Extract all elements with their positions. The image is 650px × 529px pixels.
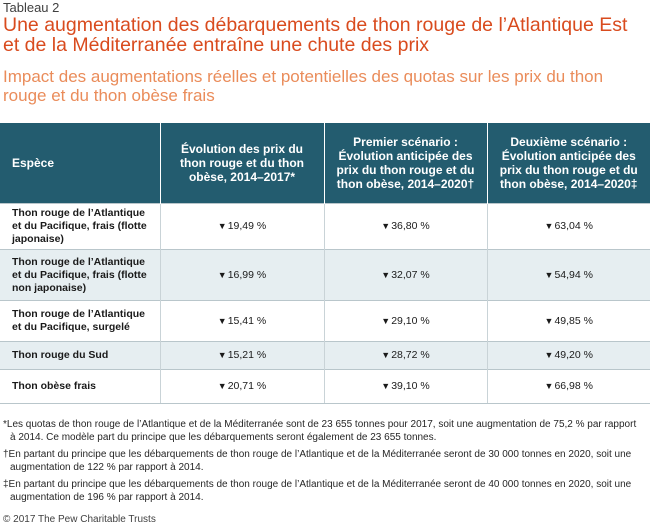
page-subtitle: Impact des augmentations réelles et pote… [3,67,604,105]
price-change-cell: ▼39,10 % [323,369,487,404]
down-arrow-icon: ▼ [381,350,391,360]
price-change-cell: ▼49,85 % [486,300,650,342]
price-change-cell: ▼29,10 % [323,300,487,342]
price-change-cell: ▼20,71 % [159,369,324,404]
percent-value: 20,71 % [227,380,267,392]
table-row: Thon rouge du Sud ▼15,21 % ▼28,72 % ▼49,20 … [0,341,650,370]
percent-value: 16,99 % [227,268,267,281]
species-cell: Thon rouge de l’Atlantique et du Pacifiq… [0,203,160,250]
price-change-cell: ▼32,07 % [323,249,487,301]
table-label: Tableau 2 [3,0,60,15]
footnotes: *Les quotas de thon rouge de l’Atlantiqu… [3,418,643,508]
down-arrow-icon: ▼ [544,350,554,360]
down-arrow-icon: ▼ [544,381,554,391]
percent-value: 49,85 % [554,314,593,327]
price-change-cell: ▼36,80 % [323,203,487,250]
percent-value: 19,49 % [227,220,267,232]
table-body: Thon rouge de l’Atlantique et du Pacifiq… [0,203,650,404]
percent-value: 63,04 % [554,220,593,232]
table-row: Thon rouge de l’Atlantique et du Pacifiq… [0,300,650,342]
footnote-double-dagger: ‡En partant du principe que les débarque… [3,479,632,503]
table-header-row: Espèce Évolution des prix du thon rouge … [0,123,650,204]
down-arrow-icon: ▼ [381,315,391,326]
column-header-change-2017: Évolution des prix du thon rouge et du t… [159,123,324,204]
column-header-species: Espèce [0,123,160,204]
price-impact-table: Espèce Évolution des prix du thon rouge … [0,123,650,404]
price-change-cell: ▼16,99 % [159,249,324,301]
down-arrow-icon: ▼ [217,221,227,231]
down-arrow-icon: ▼ [217,381,227,391]
price-change-cell: ▼15,21 % [159,341,324,370]
down-arrow-icon: ▼ [544,269,554,280]
column-header-scenario-2: Deuxième scénario : Évolution anticipée … [486,123,650,204]
species-cell: Thon rouge de l’Atlantique et du Pacifiq… [0,300,160,342]
down-arrow-icon: ▼ [381,221,391,231]
percent-value: 49,20 % [554,349,593,361]
species-cell: Thon rouge du Sud [0,341,160,370]
species-cell: Thon rouge de l’Atlantique et du Pacifiq… [0,249,160,301]
table-row: Thon rouge de l’Atlantique et du Pacifiq… [0,203,650,250]
down-arrow-icon: ▼ [544,315,554,326]
down-arrow-icon: ▼ [217,315,227,326]
column-header-scenario-1: Premier scénario : Évolution anticipée d… [323,123,487,204]
percent-value: 36,80 % [391,220,430,232]
price-change-cell: ▼54,94 % [486,249,650,301]
percent-value: 15,21 % [227,349,267,361]
down-arrow-icon: ▼ [217,350,227,360]
footnote-dagger: †En partant du principe que les débarque… [3,449,632,473]
footnote-asterisk: *Les quotas de thon rouge de l’Atlantiqu… [3,419,637,443]
price-change-cell: ▼49,20 % [486,341,650,370]
percent-value: 54,94 % [554,268,593,281]
percent-value: 28,72 % [391,349,430,361]
price-change-cell: ▼28,72 % [323,341,487,370]
percent-value: 32,07 % [391,268,430,281]
percent-value: 15,41 % [227,314,267,327]
price-change-cell: ▼63,04 % [486,203,650,250]
down-arrow-icon: ▼ [544,221,554,231]
price-change-cell: ▼66,98 % [486,369,650,404]
percent-value: 29,10 % [391,314,430,327]
down-arrow-icon: ▼ [381,269,391,280]
price-change-cell: ▼15,41 % [159,300,324,342]
species-cell: Thon obèse frais [0,369,160,404]
down-arrow-icon: ▼ [381,381,391,391]
percent-value: 39,10 % [391,380,430,392]
price-change-cell: ▼19,49 % [159,203,324,250]
table-row: Thon obèse frais ▼20,71 % ▼39,10 % ▼66,98 % [0,369,650,404]
percent-value: 66,98 % [554,380,593,392]
copyright-notice: © 2017 The Pew Charitable Trusts [3,514,156,525]
page-title: Une augmentation des débarquements de th… [3,14,628,56]
down-arrow-icon: ▼ [217,269,227,280]
table-row: Thon rouge de l’Atlantique et du Pacifiq… [0,249,650,301]
